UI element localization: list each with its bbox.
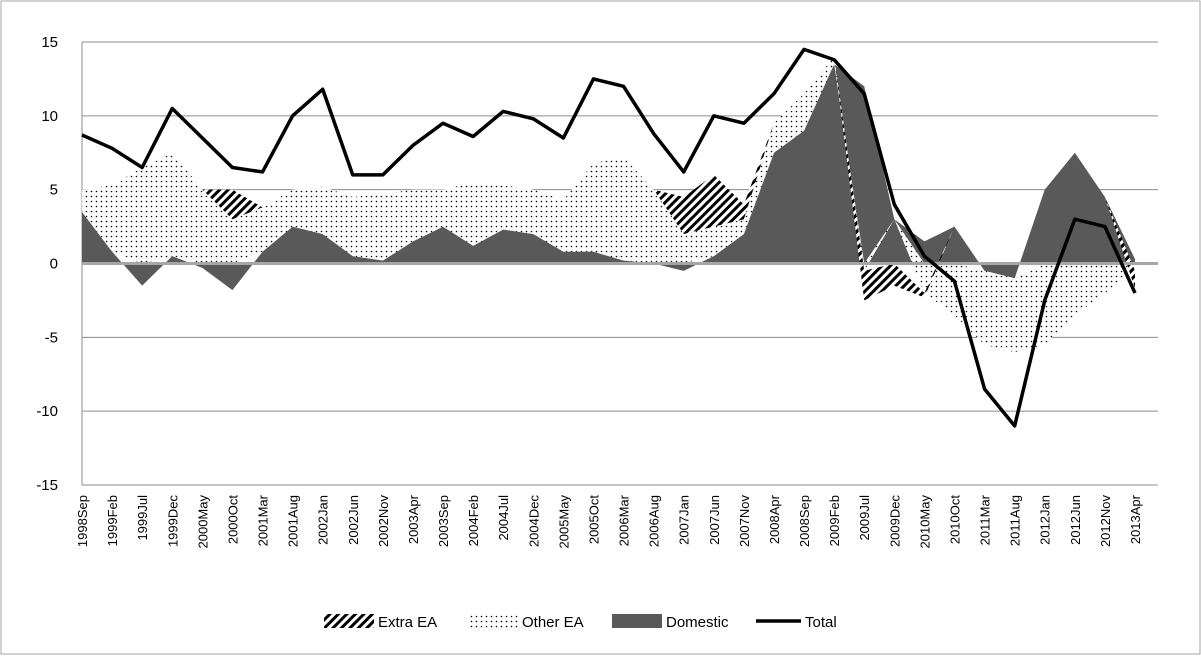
x-tick-label: 1999Jul bbox=[135, 495, 150, 541]
y-tick-label: 0 bbox=[50, 256, 58, 273]
x-tick-label: 2004Jul bbox=[496, 495, 511, 541]
x-tick-label: 2012Jan bbox=[1038, 495, 1053, 545]
x-tick-label: 2013Apr bbox=[1128, 494, 1143, 544]
x-tick-label: 2011Aug bbox=[1008, 495, 1023, 546]
y-tick-label: 5 bbox=[50, 182, 58, 199]
x-tick-label: 2010Oct bbox=[947, 495, 962, 545]
x-tick-label: 2008Sep bbox=[797, 495, 812, 547]
y-tick-label: -15 bbox=[36, 477, 58, 494]
x-tick-label: 2007Jan bbox=[677, 495, 692, 545]
x-tick-label: 2002Jan bbox=[316, 495, 331, 545]
x-tick-label: 2003Apr bbox=[406, 494, 421, 544]
x-tick-label: 2012Nov bbox=[1098, 495, 1113, 548]
x-tick-label: 2004Feb bbox=[466, 495, 481, 546]
x-tick-label: 2007Nov bbox=[737, 495, 752, 548]
x-tick-label: 2007Jun bbox=[707, 495, 722, 545]
y-tick-label: -10 bbox=[36, 403, 58, 420]
legend-label: Total bbox=[805, 614, 837, 631]
y-tick-label: 10 bbox=[41, 108, 58, 125]
x-tick-label: 1999Dec bbox=[165, 495, 180, 548]
legend-label: Domestic bbox=[666, 614, 729, 631]
legend-label: Extra EA bbox=[378, 614, 437, 631]
y-tick-label: 15 bbox=[41, 34, 58, 51]
legend-swatch bbox=[612, 614, 662, 628]
x-tick-label: 2009Jul bbox=[857, 495, 872, 541]
x-tick-label: 2012Jun bbox=[1068, 495, 1083, 545]
x-tick-label: 2009Feb bbox=[827, 495, 842, 546]
x-tick-label: 2006Aug bbox=[647, 495, 662, 547]
x-tick-label: 2000May bbox=[195, 495, 210, 549]
x-tick-label: 2006Mar bbox=[617, 494, 632, 546]
x-tick-label: 2004Dec bbox=[526, 495, 541, 548]
line bbox=[81, 47, 1137, 428]
x-tick-label: 2000Oct bbox=[225, 495, 240, 545]
legend-label: Other EA bbox=[522, 614, 584, 631]
x-tick-label: 2005Oct bbox=[586, 495, 601, 545]
y-tick-label: -5 bbox=[45, 329, 58, 346]
legend-swatch bbox=[324, 614, 374, 628]
x-tick-label: 2003Sep bbox=[436, 495, 451, 547]
legend-swatch bbox=[468, 614, 518, 628]
x-tick-label: 2008Apr bbox=[767, 494, 782, 544]
x-tick-label: 2010May bbox=[917, 495, 932, 549]
x-tick-label: 2002Jun bbox=[346, 495, 361, 545]
x-tick-label: 1999Feb bbox=[105, 495, 120, 546]
x-tick-label: 2001Aug bbox=[286, 495, 301, 547]
area bbox=[82, 56, 1135, 353]
x-tick-label: 2002Nov bbox=[376, 495, 391, 548]
x-tick-label: 2001Mar bbox=[256, 494, 271, 546]
x-tick-label: 1998Sep bbox=[75, 495, 90, 547]
x-tick-label: 2005May bbox=[556, 495, 571, 549]
x-tick-label: 2009Dec bbox=[887, 495, 902, 548]
x-tick-label: 2011Mar bbox=[978, 494, 993, 545]
